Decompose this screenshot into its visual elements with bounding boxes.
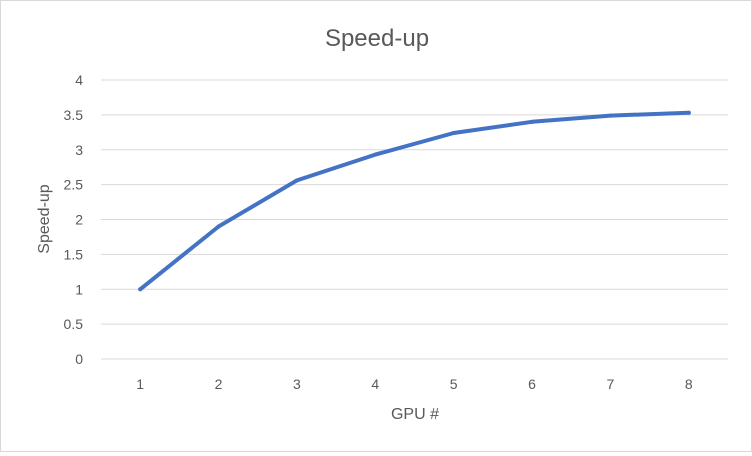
x-tick-label: 8 bbox=[685, 376, 693, 392]
data-series bbox=[138, 110, 691, 292]
y-tick-label: 1.5 bbox=[64, 246, 84, 262]
x-tick-label: 5 bbox=[450, 376, 458, 392]
y-tick-label: 1 bbox=[75, 281, 83, 297]
data-point bbox=[216, 224, 221, 229]
x-tick-label: 2 bbox=[215, 376, 223, 392]
data-point bbox=[530, 119, 535, 124]
x-axis-ticks: 1 2 3 4 5 6 7 8 bbox=[136, 376, 693, 392]
y-tick-label: 0.5 bbox=[64, 316, 84, 332]
data-point bbox=[686, 110, 691, 115]
x-tick-label: 1 bbox=[136, 376, 144, 392]
y-tick-label: 0 bbox=[75, 351, 83, 367]
x-axis-label: GPU # bbox=[391, 406, 439, 423]
x-tick-label: 4 bbox=[371, 376, 379, 392]
data-point bbox=[451, 131, 456, 136]
data-point bbox=[138, 287, 143, 292]
y-tick-label: 4 bbox=[75, 72, 83, 88]
y-tick-label: 3.5 bbox=[64, 107, 84, 123]
data-point bbox=[294, 178, 299, 183]
y-axis-ticks: 0 0.5 1 1.5 2 2.5 3 3.5 4 bbox=[64, 72, 84, 367]
chart-title: Speed-up bbox=[325, 25, 429, 52]
y-axis-label: Speed-up bbox=[36, 184, 53, 253]
y-tick-label: 2.5 bbox=[64, 177, 84, 193]
x-tick-label: 7 bbox=[607, 376, 615, 392]
gridlines bbox=[101, 79, 728, 360]
data-point bbox=[608, 113, 613, 118]
x-tick-label: 3 bbox=[293, 376, 301, 392]
data-point bbox=[373, 152, 378, 157]
y-tick-label: 3 bbox=[75, 142, 83, 158]
y-tick-label: 2 bbox=[75, 212, 83, 228]
series-line-0 bbox=[138, 110, 691, 292]
x-tick-label: 6 bbox=[528, 376, 536, 392]
